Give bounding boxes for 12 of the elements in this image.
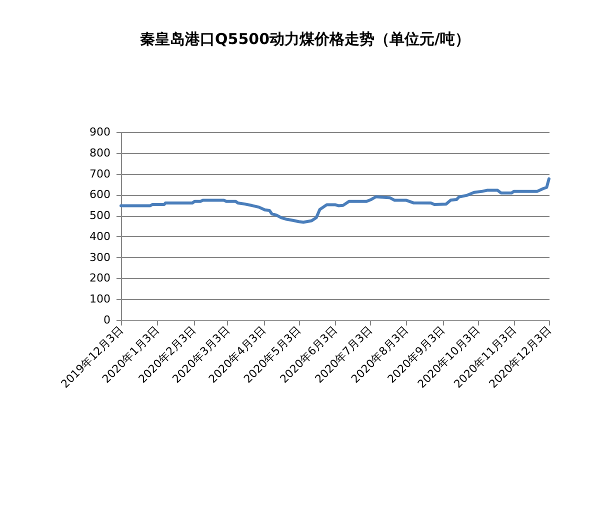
y-tick-label: 900 (90, 126, 110, 138)
chart-title: 秦皇岛港口Q5500动力煤价格走势（单位元/吨） (140, 30, 470, 48)
y-tick-label: 600 (90, 188, 110, 202)
y-tick-label: 100 (90, 292, 110, 306)
y-tick-label: 400 (90, 230, 110, 243)
line-series (120, 177, 550, 224)
y-tick-label: 0 (104, 314, 110, 326)
y-tick-label: 500 (90, 209, 110, 222)
y-tick-label: 300 (90, 250, 110, 264)
y-tick-label: 200 (90, 272, 110, 285)
y-tick-label: 700 (90, 167, 110, 180)
y-tick-label: 800 (90, 146, 110, 160)
